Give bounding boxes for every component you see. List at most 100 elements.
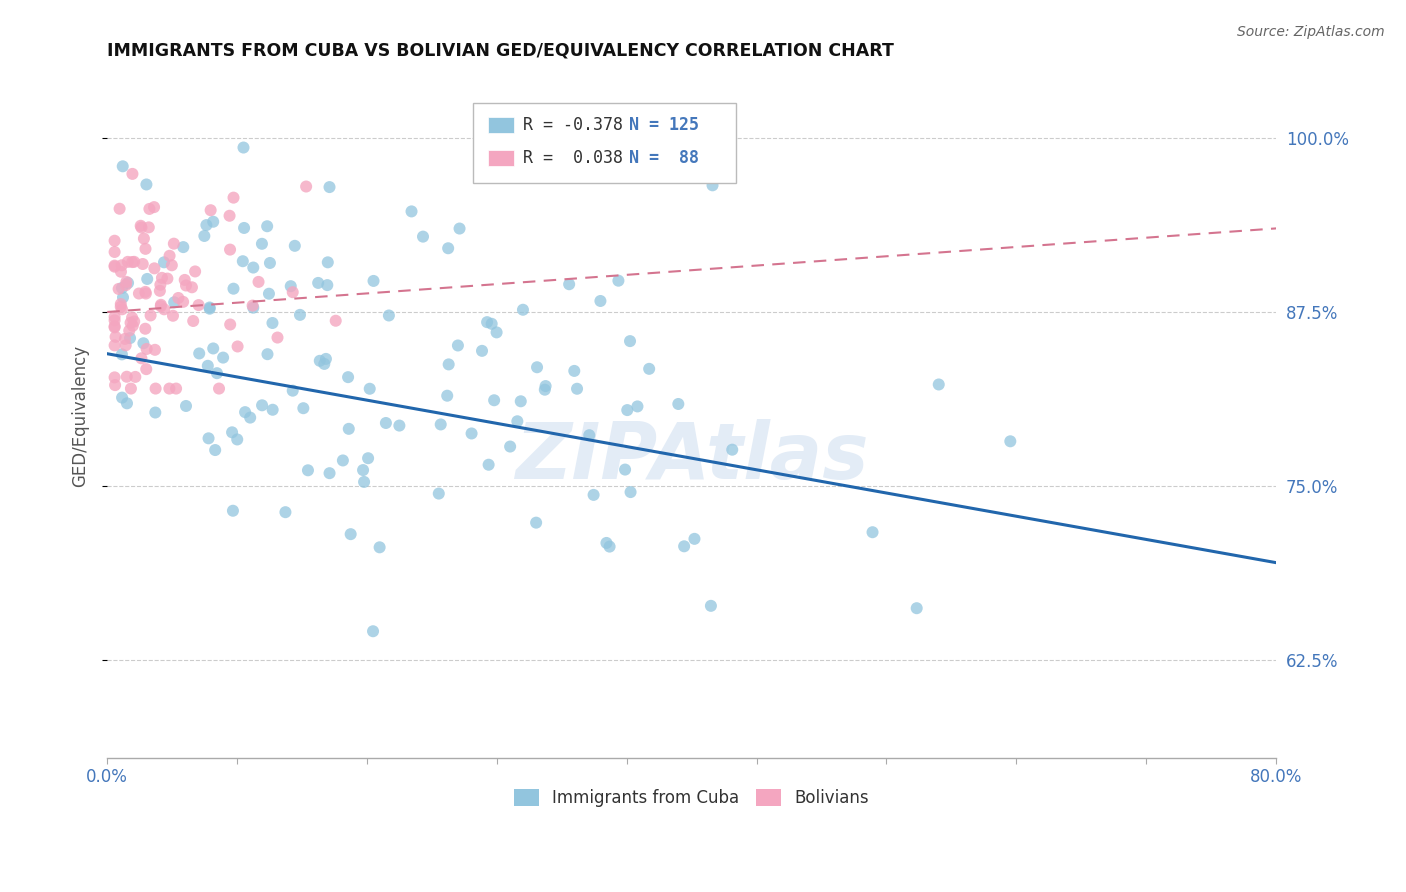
Point <box>110 297 132 311</box>
Point <box>104 260 127 274</box>
Point <box>104 310 127 324</box>
Point <box>233 221 256 235</box>
Point <box>589 293 612 308</box>
Point <box>117 276 139 290</box>
Point <box>111 281 134 295</box>
Point <box>120 382 142 396</box>
Point <box>163 236 186 251</box>
Point <box>110 300 132 314</box>
Point <box>595 536 617 550</box>
Point <box>614 462 637 476</box>
Point <box>198 301 221 316</box>
Point <box>512 302 534 317</box>
Point <box>172 294 194 309</box>
Point <box>447 338 470 352</box>
Point <box>153 255 176 269</box>
Point <box>107 282 129 296</box>
Point <box>114 338 136 352</box>
Point <box>104 234 127 248</box>
Point <box>266 330 288 344</box>
Point <box>149 298 172 312</box>
Point <box>200 203 222 218</box>
Point <box>104 313 127 327</box>
Point <box>292 401 315 416</box>
Point <box>222 282 245 296</box>
Point <box>174 278 197 293</box>
Point <box>308 353 330 368</box>
Point <box>262 402 284 417</box>
Point <box>352 463 374 477</box>
Point <box>534 379 557 393</box>
Point <box>173 273 195 287</box>
Point <box>485 326 508 340</box>
Point <box>412 229 434 244</box>
Point <box>114 332 136 346</box>
Point <box>721 442 744 457</box>
Point <box>159 249 181 263</box>
Point <box>122 314 145 328</box>
Point <box>388 418 411 433</box>
Point <box>460 426 482 441</box>
Point <box>135 178 157 192</box>
Point <box>226 433 249 447</box>
Point <box>222 191 245 205</box>
Point <box>905 601 928 615</box>
Text: Source: ZipAtlas.com: Source: ZipAtlas.com <box>1237 25 1385 39</box>
Point <box>143 261 166 276</box>
Point <box>153 302 176 317</box>
Point <box>163 295 186 310</box>
Point <box>124 370 146 384</box>
Point <box>280 279 302 293</box>
Point <box>187 298 209 312</box>
Point <box>104 244 127 259</box>
Point <box>157 382 180 396</box>
Point <box>315 351 337 366</box>
Point <box>111 159 134 173</box>
Point <box>427 486 450 500</box>
Point <box>499 440 522 454</box>
Point <box>226 339 249 353</box>
Point <box>683 532 706 546</box>
Point <box>162 309 184 323</box>
Point <box>284 239 307 253</box>
Point <box>222 504 245 518</box>
Point <box>337 422 360 436</box>
Point <box>108 202 131 216</box>
Point <box>138 220 160 235</box>
Point <box>509 394 531 409</box>
Point <box>281 384 304 398</box>
Point <box>378 309 401 323</box>
Point <box>314 357 336 371</box>
Point <box>700 599 723 613</box>
Point <box>524 516 547 530</box>
Bar <box>488 150 515 166</box>
Point <box>239 410 262 425</box>
Point <box>131 351 153 366</box>
Point <box>150 270 173 285</box>
Point <box>104 319 127 334</box>
Point <box>121 310 143 325</box>
Point <box>205 366 228 380</box>
Point <box>139 309 162 323</box>
Point <box>607 274 630 288</box>
Point <box>110 265 132 279</box>
Point <box>506 414 529 428</box>
Point <box>526 360 548 375</box>
Point <box>104 378 127 392</box>
Point <box>104 338 127 352</box>
Point <box>104 370 127 384</box>
Point <box>274 505 297 519</box>
Point <box>481 317 503 331</box>
Point <box>332 453 354 467</box>
Y-axis label: GED/Equivalency: GED/Equivalency <box>72 345 89 488</box>
Point <box>232 254 254 268</box>
Point <box>599 540 621 554</box>
Point <box>256 219 278 234</box>
Point <box>195 218 218 232</box>
Point <box>131 220 153 235</box>
Text: N =  88: N = 88 <box>628 149 699 167</box>
Point <box>471 343 494 358</box>
Point <box>318 180 340 194</box>
Point <box>325 314 347 328</box>
Point <box>193 229 215 244</box>
